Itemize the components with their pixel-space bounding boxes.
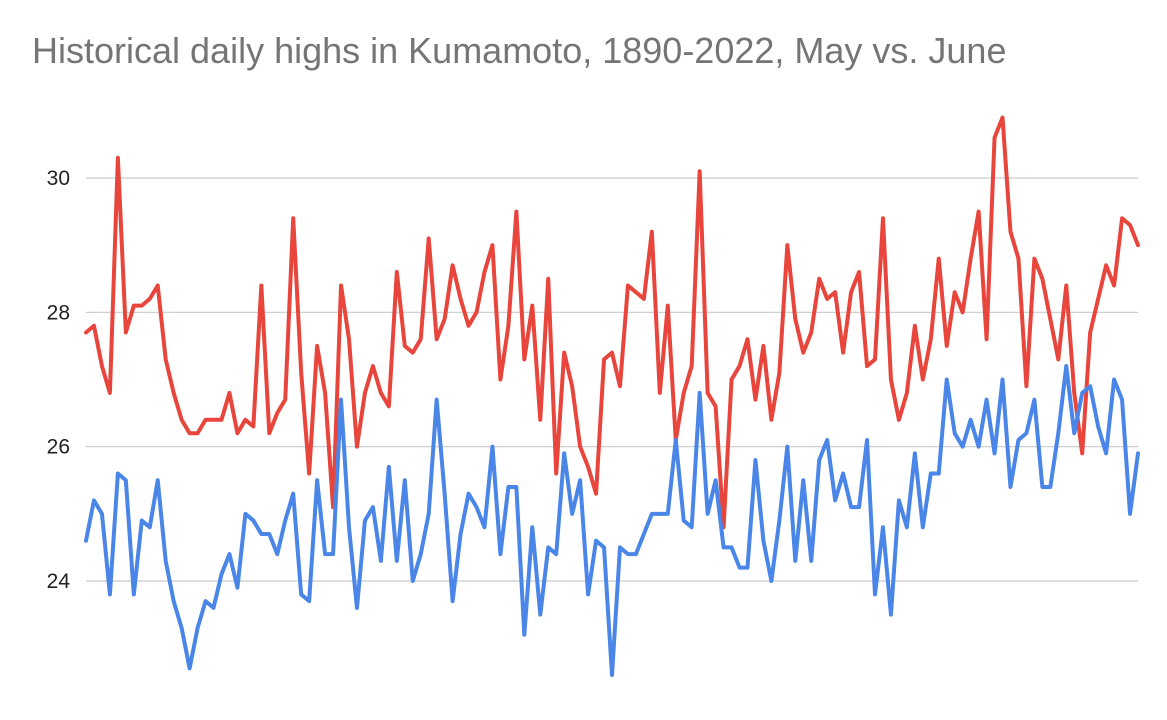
y-tick-label: 24 xyxy=(47,570,71,593)
chart-title: Historical daily highs in Kumamoto, 1890… xyxy=(32,30,1007,71)
y-axis-ticks: 24 26 28 30 xyxy=(47,167,71,593)
y-tick-label: 30 xyxy=(47,167,70,190)
series-line-2 xyxy=(84,364,1140,678)
series-line-1 xyxy=(84,115,1140,530)
series-lines xyxy=(84,115,1140,678)
y-tick-label: 28 xyxy=(47,301,70,324)
y-tick-label: 26 xyxy=(47,436,70,459)
